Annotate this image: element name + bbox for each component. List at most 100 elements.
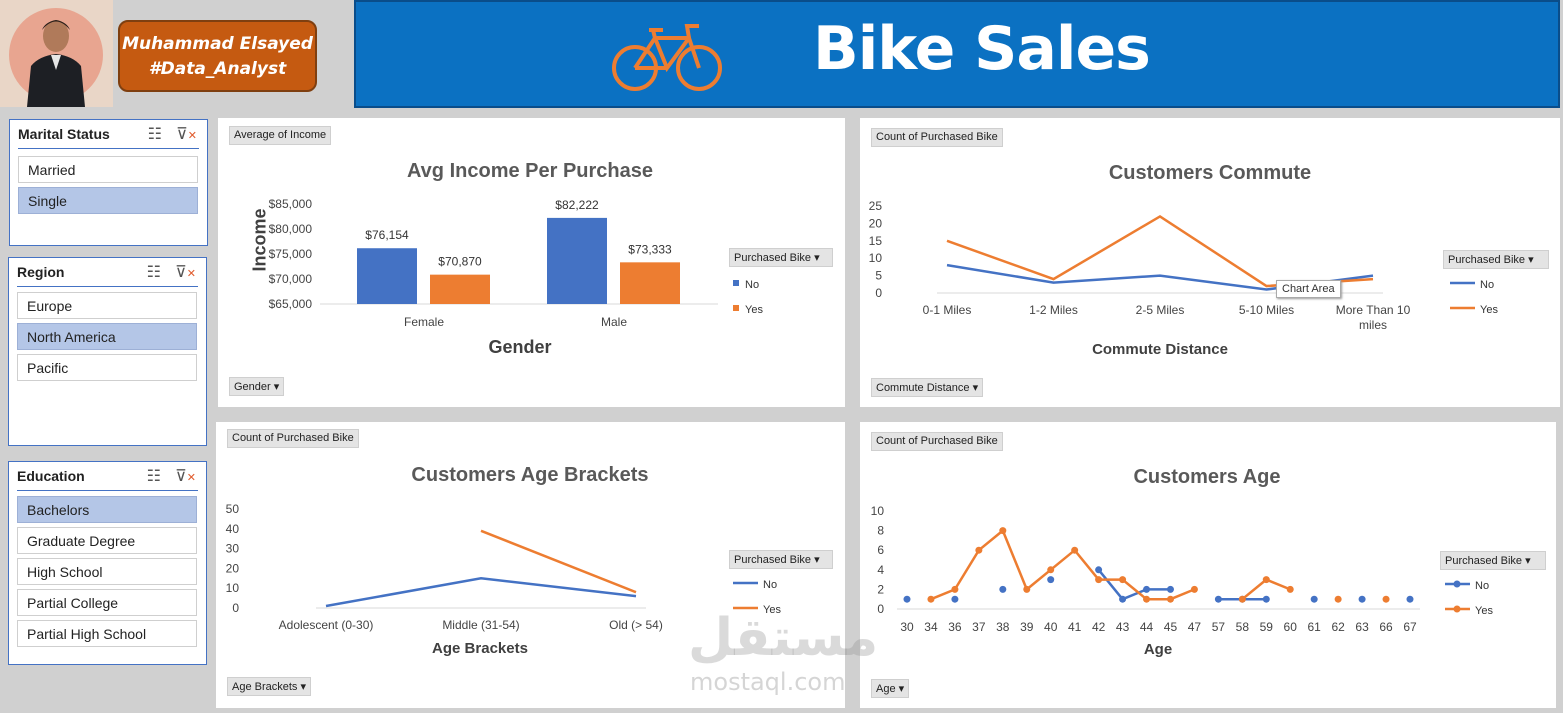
y-tick-label: $75,000 <box>269 247 313 261</box>
x-tick-label: 63 <box>1355 620 1369 634</box>
value-field-button[interactable]: Count of Purchased Bike <box>871 128 1003 147</box>
x-tick-label: 61 <box>1308 620 1322 634</box>
slicer-title: Marital Status <box>18 126 110 142</box>
y-tick-label: 0 <box>877 602 884 616</box>
x-tick-label: More Than 10 <box>1336 303 1411 317</box>
x-tick-label: 57 <box>1212 620 1226 634</box>
x-tick-label: 59 <box>1260 620 1274 634</box>
dashboard-title: Bike Sales <box>813 14 1151 84</box>
bar-chart-income[interactable]: $85,000 $80,000 $75,000 $70,000 $65,000 Femal… <box>218 118 845 407</box>
clear-filter-icon[interactable]: ⊽✕ <box>175 468 196 485</box>
x-tick-label: 2-5 Miles <box>1136 303 1185 317</box>
data-point <box>1334 595 1342 603</box>
x-tick-label: 40 <box>1044 620 1058 634</box>
slicer-marital-status: Marital Status ☷ ⊽✕ Married Single <box>9 119 208 246</box>
data-point <box>1310 595 1318 603</box>
legend-field-button[interactable]: Purchased Bike ▾ <box>1440 551 1546 570</box>
x-tick-label: 30 <box>900 620 914 634</box>
x-axis-title: Age <box>1143 641 1173 658</box>
line-chart-age-brackets[interactable]: 50 40 30 20 10 0 Adolescent (0-30) Middle (31-5… <box>216 422 845 708</box>
legend-label: Yes <box>763 604 781 616</box>
x-tick-label: 0-1 Miles <box>923 303 972 317</box>
slicer-item-married[interactable]: Married <box>18 156 198 183</box>
axis-field-button[interactable]: Age ▾ <box>871 679 910 698</box>
x-tick-label: 37 <box>972 620 986 634</box>
legend-swatch <box>733 280 739 286</box>
watermark-arabic: مستقل <box>688 608 879 668</box>
x-tick-label: 58 <box>1236 620 1250 634</box>
clear-filter-icon[interactable]: ⊽✕ <box>175 264 196 281</box>
legend-label: Yes <box>1480 304 1498 316</box>
x-tick-label: 60 <box>1284 620 1298 634</box>
x-tick-label: 36 <box>948 620 962 634</box>
legend-field-label: Purchased Bike <box>734 554 812 566</box>
x-tick-label: 43 <box>1116 620 1130 634</box>
x-tick-label: 62 <box>1331 620 1345 634</box>
multi-select-icon[interactable]: ☷ <box>146 468 161 485</box>
x-tick-label: Middle (31-54) <box>442 618 519 632</box>
y-tick-label: 4 <box>877 563 884 577</box>
y-tick-label: 0 <box>232 601 239 615</box>
slicer-item-bachelors[interactable]: Bachelors <box>17 496 197 523</box>
x-tick-label: 1-2 Miles <box>1029 303 1078 317</box>
data-point <box>903 595 911 603</box>
slicer-item-north-america[interactable]: North America <box>17 323 197 350</box>
slicer-item-high-school[interactable]: High School <box>17 558 197 585</box>
x-tick-label: 67 <box>1403 620 1417 634</box>
data-point <box>1047 576 1055 584</box>
y-tick-label: 20 <box>226 561 240 575</box>
slicer-item-partial-college[interactable]: Partial College <box>17 589 197 616</box>
clear-filter-icon[interactable]: ⊽✕ <box>176 126 197 143</box>
legend-field-button[interactable]: Purchased Bike ▾ <box>729 248 833 267</box>
y-tick-label: 5 <box>875 269 882 283</box>
multi-select-icon[interactable]: ☷ <box>146 264 161 281</box>
x-tick-label: Old (> 54) <box>609 618 663 632</box>
value-field-button[interactable]: Average of Income <box>229 126 332 145</box>
chart-title: Customers Age <box>1133 466 1281 488</box>
y-tick-label: 2 <box>877 582 884 596</box>
x-tick-label: 66 <box>1379 620 1393 634</box>
legend-field-button[interactable]: Purchased Bike ▾ <box>729 550 833 569</box>
series-line <box>480 529 637 594</box>
axis-field-button[interactable]: Commute Distance ▾ <box>871 378 984 397</box>
series-line <box>930 528 1195 601</box>
bar <box>357 248 417 304</box>
y-tick-label: 10 <box>871 504 885 518</box>
legend-label: No <box>1475 580 1489 592</box>
y-tick-label: 30 <box>226 542 240 556</box>
x-tick-label: 38 <box>996 620 1010 634</box>
slicer-item-single[interactable]: Single <box>18 187 198 214</box>
line-chart-commute[interactable]: 25 20 15 10 5 0 0-1 Miles 1-2 Miles 2-5 Miles 5-1… <box>860 118 1560 407</box>
chart-title: Customers Age Brackets <box>411 464 649 486</box>
axis-field-button[interactable]: Gender ▾ <box>229 377 285 396</box>
y-tick-label: $80,000 <box>269 222 313 236</box>
value-field-button[interactable]: Count of Purchased Bike <box>871 432 1003 451</box>
value-field-button[interactable]: Count of Purchased Bike <box>227 429 359 448</box>
bar <box>547 217 607 304</box>
data-point <box>1406 595 1414 603</box>
slicer-item-europe[interactable]: Europe <box>17 292 197 319</box>
data-point <box>999 585 1007 593</box>
x-tick-label: 39 <box>1020 620 1034 634</box>
legend-marker <box>1453 605 1461 613</box>
slicer-education: Education ☷ ⊽✕ Bachelors Graduate Degree… <box>8 461 207 665</box>
slicer-item-partial-high-school[interactable]: Partial High School <box>17 620 197 647</box>
y-tick-label: 6 <box>877 543 884 557</box>
multi-select-icon[interactable]: ☷ <box>147 126 162 143</box>
slicer-item-pacific[interactable]: Pacific <box>17 354 197 381</box>
chart-title: Customers Commute <box>1108 162 1312 184</box>
axis-field-button[interactable]: Age Brackets ▾ <box>227 677 311 696</box>
data-label: $76,154 <box>365 228 409 242</box>
legend-field-button[interactable]: Purchased Bike ▾ <box>1443 250 1549 269</box>
data-label: $73,333 <box>628 242 672 256</box>
legend-marker <box>1453 580 1461 588</box>
profile-photo <box>0 0 113 107</box>
data-label: $82,222 <box>555 198 599 212</box>
slicer-item-graduate-degree[interactable]: Graduate Degree <box>17 527 197 554</box>
legend-field-label: Purchased Bike <box>734 252 812 264</box>
axis-field-label: Age <box>876 683 896 695</box>
y-tick-label: 8 <box>877 524 884 538</box>
legend-field-label: Purchased Bike <box>1445 555 1523 567</box>
x-axis-title: Commute Distance <box>1092 341 1228 358</box>
